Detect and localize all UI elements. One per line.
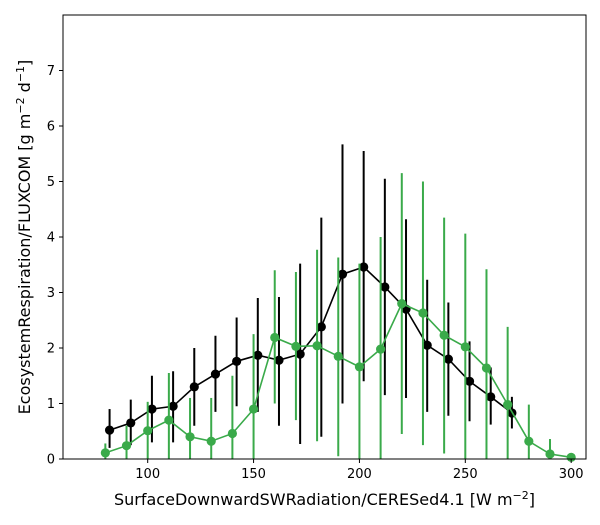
y-axis: 0 1 2 3 4 5 6 7 [47,64,63,468]
data-point [206,436,216,446]
data-point [121,441,132,451]
series-1 [104,144,517,448]
y-tick-label: 4 [47,231,55,246]
y-tick-label: 7 [47,64,55,79]
data-point [295,349,305,359]
data-point [566,452,576,462]
data-point [397,299,407,309]
x-axis: 100 150 200 250 300 [135,459,584,482]
data-point [376,344,386,354]
data-point [168,401,178,411]
data-point [291,341,301,351]
data-point [248,404,259,414]
data-point [337,269,348,279]
data-point [464,376,475,386]
data-point [380,282,390,292]
data-point [164,415,174,425]
x-tick-label: 250 [453,467,478,482]
data-point [486,392,496,402]
data-point [232,356,242,366]
x-tick-label: 200 [347,467,372,482]
x-tick-label: 150 [241,467,266,482]
data-point [185,432,195,442]
data-point [359,262,369,272]
data-point [143,426,153,436]
series-2 [100,173,576,462]
data-point [312,341,322,351]
y-tick-label: 2 [47,342,55,357]
data-point [189,382,199,392]
data-point [439,330,449,340]
data-point [316,322,326,332]
data-point [524,436,534,446]
series-layer [100,144,576,462]
data-point [227,428,237,439]
x-axis-label: SurfaceDownwardSWRadiation/CERESed4.1 [W… [114,489,535,509]
data-point [443,354,453,364]
y-tick-label: 5 [47,175,55,190]
data-point [253,350,263,360]
y-tick-label: 3 [47,286,55,301]
data-point [503,400,513,410]
data-point [333,351,343,361]
data-point [354,362,365,372]
data-point [422,340,432,350]
y-axis-label: EcosystemRespiration/FLUXCOM [g m−2 d−1] [14,60,34,415]
y-tick-label: 0 [47,453,55,468]
data-point [270,332,280,343]
x-tick-label: 300 [559,467,584,482]
x-tick-label: 100 [135,467,160,482]
data-point [274,355,284,365]
y-tick-label: 1 [47,397,55,412]
data-point [100,448,110,458]
data-point [418,308,428,318]
data-point [126,418,136,428]
data-point [545,449,555,459]
data-point [481,363,492,373]
data-point [460,342,470,352]
data-point [104,425,115,435]
data-point [210,369,221,379]
data-point [147,404,157,414]
y-tick-label: 6 [47,120,55,135]
